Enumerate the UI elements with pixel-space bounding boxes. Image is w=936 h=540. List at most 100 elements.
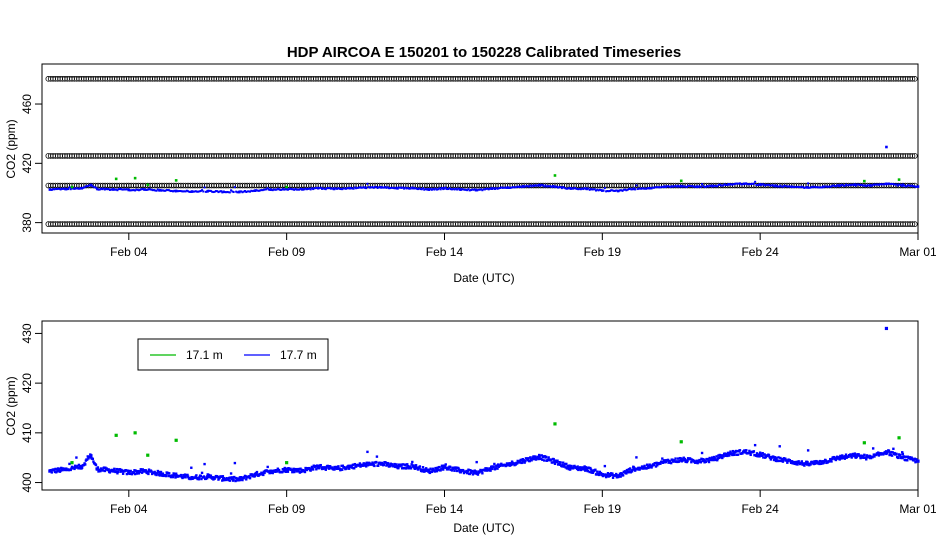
data-point	[733, 453, 736, 457]
data-point	[249, 190, 252, 193]
data-point	[470, 189, 473, 192]
data-point	[146, 470, 149, 473]
data-point	[366, 182, 369, 185]
data-point	[457, 466, 460, 470]
data-point	[238, 476, 242, 479]
y-tick-label-top: 420	[20, 153, 34, 173]
data-point	[753, 443, 757, 447]
data-point	[84, 185, 87, 188]
data-point	[355, 187, 358, 190]
data-point	[911, 185, 914, 188]
data-point	[573, 464, 576, 468]
data-point	[814, 186, 817, 189]
data-point	[414, 187, 417, 190]
reference-point	[912, 221, 918, 227]
data-point	[347, 467, 351, 470]
data-point	[297, 467, 300, 471]
data-point	[604, 473, 607, 476]
data-point	[492, 465, 495, 468]
data-point	[520, 461, 524, 464]
data-point	[59, 469, 62, 472]
data-point	[738, 182, 741, 185]
data-point	[390, 186, 393, 189]
series-point	[821, 185, 825, 189]
data-point	[193, 190, 196, 193]
data-point	[839, 455, 843, 459]
data-point	[341, 188, 344, 191]
data-point	[755, 454, 758, 458]
data-point	[395, 463, 398, 466]
data-point	[241, 191, 244, 194]
data-point	[372, 186, 375, 189]
data-point	[358, 462, 362, 465]
data-point	[581, 466, 584, 469]
data-point	[269, 471, 273, 475]
data-point	[397, 463, 401, 466]
data-point	[913, 185, 916, 188]
data-point	[212, 478, 215, 481]
data-point	[350, 464, 353, 467]
data-point	[97, 468, 101, 471]
data-point	[224, 478, 228, 482]
data-point	[259, 189, 262, 192]
data-point	[307, 187, 310, 190]
data-point	[604, 475, 608, 479]
series-point	[174, 189, 178, 193]
y-tick-label-bottom: 410	[20, 423, 34, 443]
data-point	[514, 186, 517, 189]
data-point	[265, 188, 268, 191]
data-point	[208, 474, 211, 477]
data-point	[840, 457, 843, 460]
data-point	[466, 471, 469, 475]
data-point	[785, 459, 788, 462]
data-point	[842, 456, 845, 459]
data-point	[792, 462, 795, 465]
data-point	[69, 468, 72, 472]
data-point	[58, 467, 61, 470]
series-point	[111, 188, 115, 191]
data-point	[319, 463, 322, 467]
data-point	[636, 188, 639, 191]
data-point	[524, 459, 527, 463]
data-point	[800, 185, 803, 188]
data-point	[594, 468, 597, 471]
data-point	[512, 462, 516, 465]
series-point	[133, 176, 137, 180]
data-point	[825, 461, 828, 465]
data-point	[804, 462, 807, 466]
data-point	[481, 189, 484, 192]
data-point	[366, 450, 369, 454]
data-point	[736, 450, 739, 453]
data-point	[248, 476, 252, 480]
data-point	[528, 459, 531, 463]
series-point	[158, 471, 162, 476]
data-point	[661, 457, 664, 460]
panel-bottom: Feb 04 Feb 09 Feb 14 Feb 19 Feb 24 Mar 01 400 4…	[4, 320, 936, 535]
series-point	[790, 185, 794, 189]
data-point	[834, 185, 837, 188]
data-point	[389, 462, 393, 465]
data-point	[297, 188, 300, 191]
data-point	[786, 459, 790, 463]
series-point	[222, 190, 225, 194]
data-point	[447, 468, 450, 471]
data-point	[399, 186, 402, 189]
data-point	[73, 187, 76, 190]
series-point	[427, 469, 431, 473]
data-point	[319, 186, 322, 189]
data-point	[728, 454, 731, 457]
data-point	[282, 468, 285, 471]
data-point	[889, 183, 892, 186]
data-point	[430, 470, 434, 474]
data-point	[295, 188, 298, 191]
data-point	[844, 453, 848, 456]
data-point	[564, 187, 567, 190]
data-point	[376, 464, 380, 467]
data-point	[466, 189, 469, 192]
data-point	[865, 185, 868, 188]
series-point	[758, 183, 762, 186]
x-axis-label-top: Date (UTC)	[453, 271, 514, 285]
data-point	[199, 474, 202, 478]
data-point	[597, 473, 601, 477]
data-point	[524, 185, 527, 188]
